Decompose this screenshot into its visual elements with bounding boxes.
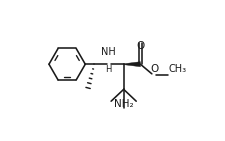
Text: NH: NH — [101, 47, 116, 57]
Text: NH₂: NH₂ — [114, 99, 133, 109]
Text: CH₃: CH₃ — [169, 64, 187, 74]
Text: H: H — [106, 65, 112, 74]
Text: O: O — [136, 41, 144, 51]
Text: O: O — [150, 64, 158, 74]
Polygon shape — [124, 62, 140, 67]
